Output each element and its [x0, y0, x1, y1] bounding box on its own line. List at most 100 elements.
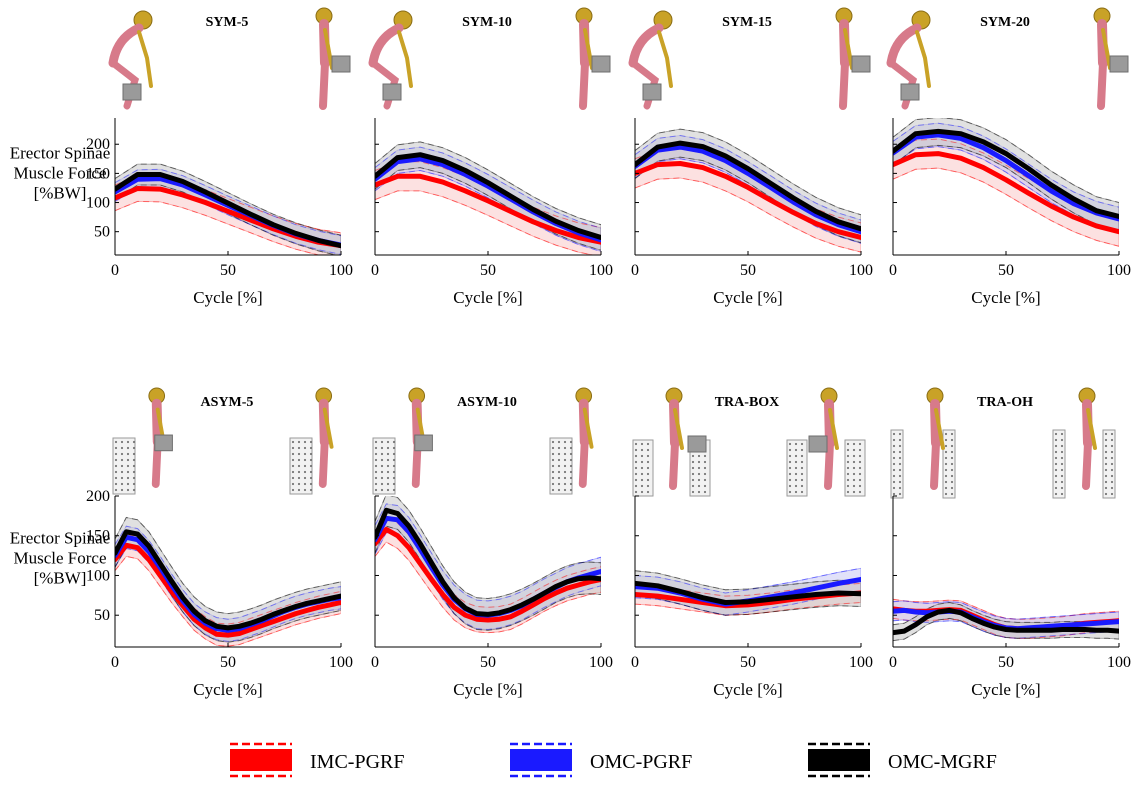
rack-dot-icon — [846, 478, 850, 482]
rack-dot-icon — [944, 474, 948, 478]
rack-dot-icon — [114, 488, 118, 492]
rack-dot-icon — [114, 446, 118, 450]
x-tick-label: 0 — [631, 262, 639, 279]
rack-dot-icon — [392, 464, 396, 468]
x-axis-label: Cycle [%] — [713, 288, 782, 307]
rack-dot-icon — [944, 438, 948, 442]
rack-dot-icon — [846, 460, 850, 464]
rack-dot-icon — [646, 484, 650, 488]
x-tick-label: 50 — [998, 262, 1014, 279]
rack-right-icon — [942, 429, 956, 499]
rack-dot-icon — [303, 446, 307, 450]
rack-dot-icon — [634, 484, 638, 488]
rack-dot-icon — [852, 448, 856, 452]
box-rack-icon — [942, 429, 956, 499]
x-tick-label: 50 — [740, 654, 756, 671]
series-band-edge-imc-pgrf — [635, 602, 861, 616]
rack-dot-icon — [392, 446, 396, 450]
rack-dot-icon — [800, 448, 804, 452]
rack-dot-icon — [794, 484, 798, 488]
rack-dot-icon — [386, 446, 390, 450]
rack-dot-icon — [944, 480, 948, 484]
arm-icon — [322, 407, 334, 449]
rack-dot-icon — [697, 454, 701, 458]
box-rack-icon — [890, 429, 904, 499]
arm-icon — [1086, 408, 1097, 450]
rack-dot-icon — [800, 490, 804, 494]
rack-dot-icon — [309, 440, 313, 444]
rack-dot-icon — [703, 490, 707, 494]
chart-panel-sym-15: SYM-15 0 50 100 Cycle [%] — [628, 7, 873, 307]
rack-dot-icon — [944, 486, 948, 490]
rack-dot-icon — [303, 476, 307, 480]
rack-right-icon — [844, 439, 866, 497]
x-tick-label: 0 — [371, 654, 379, 671]
box-icon — [154, 434, 173, 452]
x-tick-label: 50 — [220, 262, 236, 279]
rack-dot-icon — [386, 464, 390, 468]
rack-left-icon — [112, 437, 136, 495]
series-line-imc-pgrf — [115, 542, 341, 638]
rack-dot-icon — [800, 454, 804, 458]
rack-dot-icon — [126, 476, 130, 480]
rack-dot-icon — [646, 466, 650, 470]
x-axis-label: Cycle [%] — [453, 288, 522, 307]
rack-dot-icon — [557, 488, 561, 492]
legend-swatch — [808, 749, 870, 771]
rack-dot-icon — [392, 440, 396, 444]
box-rack-icon — [1102, 429, 1116, 499]
rack-dot-icon — [551, 446, 555, 450]
rack-dot-icon — [646, 490, 650, 494]
rack-dot-icon — [858, 490, 862, 494]
rack-dot-icon — [126, 458, 130, 462]
rack-dot-icon — [1110, 450, 1114, 454]
y-axis-label-line: Muscle Force — [13, 549, 106, 568]
rack-dot-icon — [800, 472, 804, 476]
x-tick-label: 0 — [631, 654, 639, 671]
rack-dot-icon — [892, 438, 896, 442]
rack-dot-icon — [114, 482, 118, 486]
arm-icon — [673, 408, 684, 450]
series-band-edge-omc-mgrf — [115, 545, 341, 643]
box-icon — [122, 83, 142, 101]
series-band-edge-imc-pgrf — [635, 582, 861, 597]
series-band-edge-omc-pgrf — [375, 169, 601, 252]
rack-dot-icon — [852, 466, 856, 470]
rack-dot-icon — [703, 478, 707, 482]
x-tick-label: 0 — [889, 654, 897, 671]
series-band-edge-omc-mgrf — [635, 128, 861, 216]
x-tick-label: 0 — [111, 262, 119, 279]
rack-dot-icon — [114, 440, 118, 444]
rack-dot-icon — [1104, 444, 1108, 448]
rack-dot-icon — [892, 486, 896, 490]
rack-dot-icon — [392, 482, 396, 486]
rack-dot-icon — [794, 478, 798, 482]
reaching-figure-start-icon — [926, 387, 945, 490]
rack-dot-icon — [557, 476, 561, 480]
lifting-figure-end-icon — [575, 7, 611, 110]
rack-dot-icon — [646, 454, 650, 458]
rack-dot-icon — [374, 458, 378, 462]
rack-dot-icon — [1060, 480, 1064, 484]
rack-dot-icon — [788, 460, 792, 464]
x-axis-label: Cycle [%] — [193, 680, 262, 699]
rack-dot-icon — [569, 482, 573, 486]
legend-item-imc-pgrf: IMC-PGRF — [230, 742, 404, 778]
rack-dot-icon — [697, 490, 701, 494]
leg-icon — [824, 439, 834, 490]
lifting-figure-start-icon — [108, 10, 153, 110]
series-band-edge-omc-pgrf — [115, 168, 341, 237]
chart-panel-sym-20: SYM-20 0 50 100 Cycle [%] — [886, 7, 1131, 307]
rack-dot-icon — [634, 466, 638, 470]
rack-dot-icon — [1054, 444, 1058, 448]
legend-label: OMC-PGRF — [590, 751, 692, 773]
y-tick-label: 50 — [94, 224, 110, 241]
series-band-edge-imc-pgrf — [115, 555, 341, 647]
y-axis-label-line: [%BW] — [34, 569, 87, 588]
rack-dot-icon — [297, 476, 301, 480]
rack-dot-icon — [557, 452, 561, 456]
rack-dot-icon — [291, 476, 295, 480]
rack-dot-icon — [846, 454, 850, 458]
series-band-edge-omc-pgrf — [635, 134, 861, 221]
rack-dot-icon — [950, 438, 954, 442]
